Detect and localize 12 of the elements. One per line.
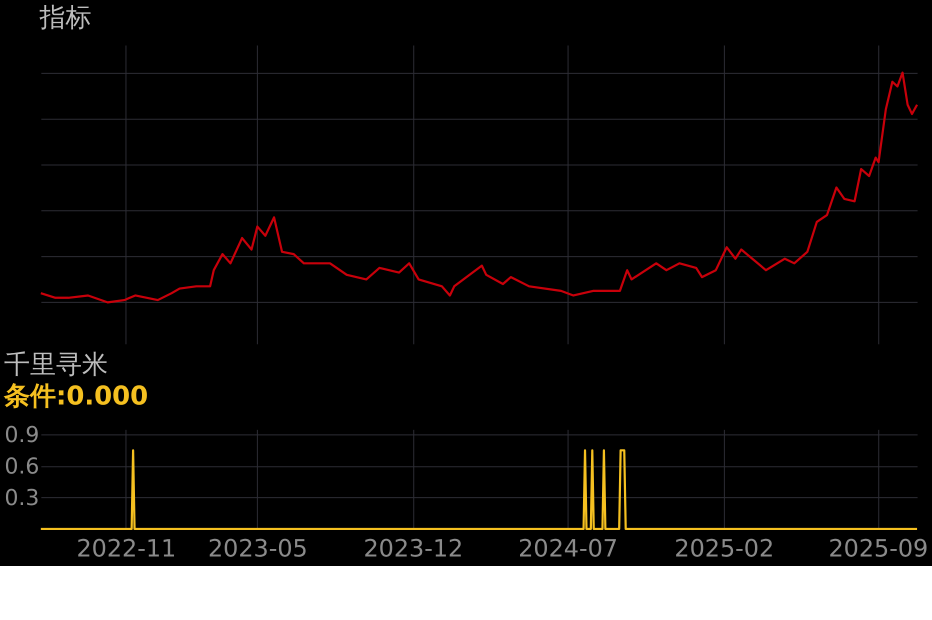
chart-title: 千里寻米 (4, 350, 108, 380)
chart-title: 指标 (38, 3, 92, 34)
x-tick-label: 2025-09 (828, 534, 928, 562)
chart-subtitle: 条件:0.000 (2, 382, 148, 412)
x-tick-label: 2023-05 (208, 534, 308, 562)
x-tick-label: 2022-11 (76, 534, 176, 562)
y-tick-label: 0.6 (4, 454, 40, 480)
x-tick-label: 2023-12 (363, 534, 464, 562)
y-tick-label: 0.3 (4, 486, 40, 511)
x-tick-label: 2024-07 (518, 534, 618, 562)
x-tick-label: 2025-02 (674, 534, 774, 562)
y-tick-label: 0.9 (4, 423, 40, 448)
